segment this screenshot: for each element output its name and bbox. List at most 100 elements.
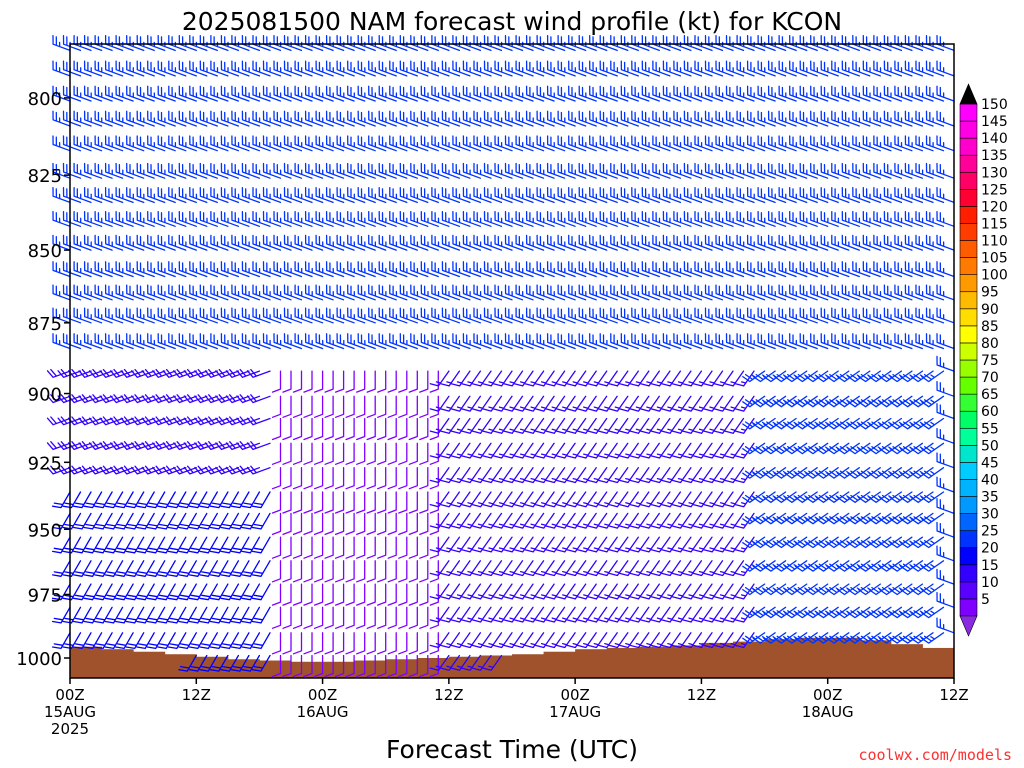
wind-barb bbox=[210, 210, 229, 227]
wind-barb bbox=[692, 442, 713, 459]
wind-barb bbox=[292, 606, 303, 629]
wind-barb bbox=[115, 536, 134, 554]
wind-barb bbox=[315, 85, 334, 102]
wind-barb bbox=[904, 307, 924, 324]
wind-barb bbox=[282, 536, 292, 559]
wind-barb bbox=[136, 261, 155, 278]
wind-barb bbox=[921, 417, 945, 430]
wind-barb bbox=[419, 467, 429, 490]
wind-barb bbox=[704, 187, 724, 204]
wind-barb bbox=[220, 35, 240, 52]
wind-barb bbox=[734, 583, 755, 600]
wind-barb bbox=[246, 416, 271, 426]
wind-barb bbox=[820, 284, 839, 301]
wind-barb bbox=[431, 35, 450, 52]
wind-barb bbox=[546, 333, 566, 350]
wind-barb bbox=[387, 491, 397, 514]
wind-barb bbox=[736, 135, 755, 152]
wind-barb bbox=[862, 333, 881, 350]
colorbar-swatch bbox=[959, 530, 978, 549]
wind-barb bbox=[773, 512, 797, 525]
wind-barb bbox=[815, 417, 839, 430]
wind-barb bbox=[378, 210, 397, 227]
wind-barb bbox=[378, 307, 397, 324]
wind-barb bbox=[62, 210, 82, 227]
wind-barb bbox=[536, 60, 555, 77]
surface-segment bbox=[606, 647, 639, 678]
wind-barb bbox=[136, 162, 155, 179]
wind-barb bbox=[831, 210, 850, 227]
wind-barb bbox=[589, 333, 608, 350]
wind-barb bbox=[578, 135, 597, 152]
wind-barb bbox=[429, 512, 450, 529]
wind-barb bbox=[366, 606, 376, 629]
wind-barb bbox=[852, 284, 871, 301]
wind-barb bbox=[252, 261, 271, 278]
wind-barb bbox=[52, 234, 71, 251]
wind-barb bbox=[324, 417, 334, 441]
wind-barb bbox=[220, 284, 240, 301]
wind-barb bbox=[831, 110, 850, 127]
wind-barb bbox=[873, 110, 892, 127]
wind-barb bbox=[694, 261, 713, 278]
wind-barb bbox=[262, 85, 282, 102]
wind-barb bbox=[494, 60, 513, 77]
wind-barb bbox=[784, 417, 808, 430]
wind-barb bbox=[904, 234, 924, 251]
wind-barb bbox=[820, 261, 839, 278]
wind-barb bbox=[126, 187, 145, 204]
wind-barb bbox=[631, 60, 650, 77]
surface-segment bbox=[827, 637, 860, 678]
wind-barb bbox=[799, 261, 818, 278]
wind-barb bbox=[799, 35, 818, 52]
wind-barb bbox=[525, 333, 545, 350]
wind-barb bbox=[589, 234, 608, 251]
wind-barb bbox=[334, 536, 345, 559]
wind-barb bbox=[910, 417, 934, 430]
wind-barb bbox=[715, 85, 734, 102]
wind-barb bbox=[557, 85, 576, 102]
wind-barb bbox=[752, 417, 776, 430]
wind-barb bbox=[420, 60, 439, 77]
wind-barb bbox=[220, 162, 240, 179]
wind-barb bbox=[136, 583, 155, 601]
wind-barb bbox=[271, 491, 282, 514]
wind-barb bbox=[303, 417, 313, 441]
wind-barb bbox=[452, 60, 471, 77]
wind-barb bbox=[899, 536, 924, 549]
wind-barb bbox=[283, 284, 303, 301]
wind-barb bbox=[126, 210, 145, 227]
wind-barb bbox=[408, 536, 418, 559]
wind-barb bbox=[847, 417, 871, 430]
wind-barb bbox=[51, 632, 71, 650]
wind-barb bbox=[461, 632, 482, 649]
x-tick-label: 12Z bbox=[434, 686, 463, 704]
wind-barb bbox=[784, 583, 808, 596]
wind-barb bbox=[292, 654, 303, 678]
wind-barb bbox=[73, 333, 92, 350]
wind-barb bbox=[147, 210, 166, 227]
wind-barb bbox=[662, 261, 682, 278]
wind-barb bbox=[462, 187, 482, 204]
wind-barb bbox=[494, 187, 513, 204]
wind-barb bbox=[899, 512, 924, 525]
wind-barb bbox=[841, 60, 860, 77]
wind-barb bbox=[589, 210, 608, 227]
wind-barb bbox=[378, 35, 397, 52]
wind-barb bbox=[104, 35, 124, 52]
wind-barb bbox=[136, 333, 155, 350]
wind-barb bbox=[841, 210, 860, 227]
wind-barb bbox=[878, 606, 903, 619]
colorbar-legend: 5101520253035404550556065707580859095100… bbox=[959, 83, 1008, 637]
wind-barb bbox=[683, 110, 703, 127]
wind-barb bbox=[704, 60, 724, 77]
wind-barb bbox=[925, 187, 945, 204]
wind-barb bbox=[410, 261, 429, 278]
wind-barb bbox=[399, 110, 418, 127]
colorbar-label: 135 bbox=[981, 148, 1008, 164]
wind-barb bbox=[356, 491, 366, 514]
wind-barb bbox=[377, 370, 387, 393]
wind-barb bbox=[778, 85, 797, 102]
wind-barb bbox=[536, 234, 555, 251]
wind-barb bbox=[662, 210, 682, 227]
